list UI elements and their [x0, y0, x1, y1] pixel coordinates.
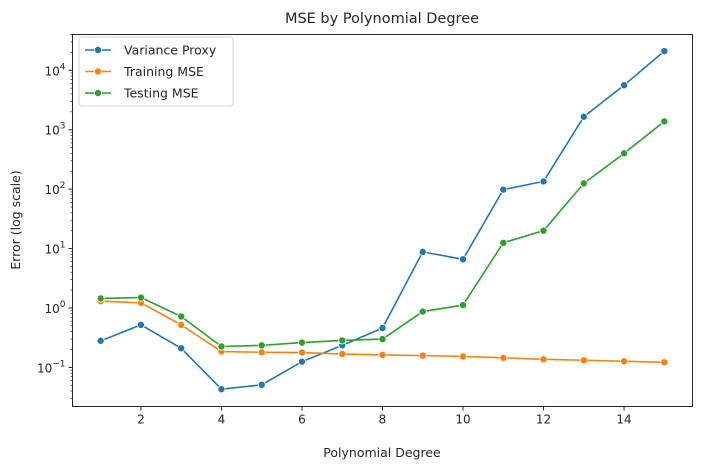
- data-point: [338, 350, 347, 359]
- data-point: [579, 179, 588, 188]
- data-point: [378, 335, 387, 344]
- data-point: [297, 338, 306, 347]
- y-tick-base: 10: [44, 64, 59, 78]
- data-point: [257, 380, 266, 389]
- data-point: [539, 177, 548, 186]
- x-tick-label: 10: [455, 413, 470, 427]
- x-tick-label: 4: [218, 413, 226, 427]
- x-axis-label: Polynomial Degree: [323, 445, 441, 460]
- y-tick-label: 10−1: [37, 359, 66, 375]
- data-point: [338, 336, 347, 345]
- data-point: [136, 293, 145, 302]
- data-point: [136, 320, 145, 329]
- legend-box: [78, 36, 234, 107]
- data-point: [539, 355, 548, 364]
- y-tick-base: 10: [37, 361, 52, 375]
- y-tick-label: 100: [44, 300, 65, 316]
- y-tick-exponent: 3: [60, 122, 66, 132]
- data-point: [297, 348, 306, 357]
- y-tick-exponent: 4: [60, 62, 66, 72]
- data-point: [499, 238, 508, 247]
- data-point: [418, 307, 427, 316]
- x-axis-ticks: 2 4 6 8 10 12 14: [137, 406, 632, 427]
- data-point: [539, 226, 548, 235]
- y-tick-exponent: 0: [60, 300, 66, 310]
- data-point: [217, 385, 226, 394]
- data-point: [96, 294, 105, 303]
- data-point: [620, 357, 629, 366]
- data-point: [620, 81, 629, 90]
- y-tick-label: 104: [44, 62, 65, 78]
- legend: Variance Proxy Training MSE Testing MSE: [78, 36, 234, 107]
- legend-marker: [94, 46, 103, 55]
- data-point: [459, 301, 468, 310]
- legend-marker: [94, 89, 103, 98]
- y-tick-base: 10: [44, 124, 59, 138]
- data-point: [378, 350, 387, 359]
- data-point: [418, 351, 427, 360]
- data-point: [378, 324, 387, 333]
- data-point: [579, 112, 588, 121]
- x-tick-label: 14: [616, 413, 631, 427]
- y-tick-base: 10: [44, 183, 59, 197]
- data-point: [257, 341, 266, 350]
- series-line-2: [100, 120, 665, 348]
- y-tick-label: 103: [44, 122, 65, 138]
- data-point: [418, 247, 427, 256]
- data-point: [297, 357, 306, 366]
- y-tick-label: 101: [44, 241, 65, 257]
- data-point: [177, 344, 186, 353]
- legend-label: Training MSE: [123, 64, 204, 79]
- y-tick-base: 10: [44, 302, 59, 316]
- data-point: [499, 185, 508, 194]
- legend-label: Testing MSE: [123, 86, 199, 101]
- x-tick-label: 2: [137, 413, 145, 427]
- data-point: [96, 336, 105, 345]
- y-tick-exponent: 1: [60, 241, 66, 251]
- data-point: [459, 255, 468, 264]
- series-layer: [96, 47, 669, 394]
- data-point: [579, 356, 588, 365]
- y-tick-exponent: −1: [52, 359, 65, 369]
- y-tick-exponent: 2: [60, 181, 66, 191]
- data-point: [177, 320, 186, 329]
- legend-label: Variance Proxy: [124, 43, 217, 58]
- x-tick-label: 6: [298, 413, 306, 427]
- data-point: [660, 117, 669, 126]
- data-point: [620, 149, 629, 158]
- data-point: [177, 312, 186, 321]
- chart-title: MSE by Polynomial Degree: [285, 11, 479, 27]
- x-tick-label: 12: [536, 413, 551, 427]
- data-point: [499, 353, 508, 362]
- x-tick-label: 8: [379, 413, 387, 427]
- y-tick-label: 102: [44, 181, 65, 197]
- data-point: [660, 358, 669, 367]
- data-point: [257, 348, 266, 357]
- y-tick-base: 10: [44, 243, 59, 257]
- y-axis-label: Error (log scale): [8, 170, 23, 269]
- data-point: [459, 352, 468, 361]
- data-point: [217, 342, 226, 351]
- data-point: [660, 47, 669, 56]
- legend-marker: [94, 67, 103, 76]
